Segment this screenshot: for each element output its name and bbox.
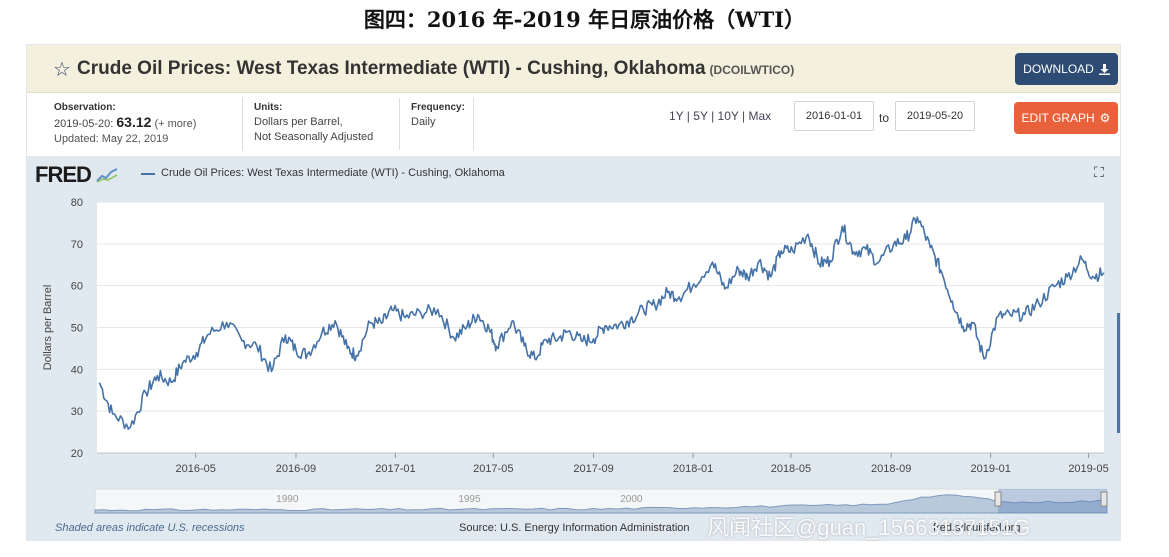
fullscreen-icon[interactable]: ⛶ (1094, 164, 1104, 180)
info-divider (399, 98, 400, 150)
frequency-block: Frequency: Daily (411, 100, 465, 130)
y-tick-label: 20 (71, 448, 83, 460)
units-label: Units: (254, 102, 283, 113)
gear-icon: ⚙ (1099, 111, 1111, 125)
x-tick-label: 2019-01 (970, 463, 1010, 475)
recession-note: Shaded areas indicate U.S. recessions (55, 522, 245, 534)
watermark-text: 风闻社区@guan_15663137151G (707, 515, 1031, 540)
figure-caption: 图四：2016 年-2019 年日原油价格（WTI） (363, 7, 806, 32)
updated-date: Updated: May 22, 2019 (54, 133, 169, 145)
navigator-selection (998, 489, 1107, 513)
x-tick-label: 2017-01 (375, 463, 415, 475)
range-10y[interactable]: 10Y (717, 109, 739, 123)
range-max[interactable]: Max (748, 109, 772, 123)
end-date-input[interactable]: 2019-05-20 (895, 101, 975, 131)
line-chart: 20 30 40 50 60 70 80 2016-05 2016-09 2017-01 2017-… (42, 197, 1120, 514)
chart-area: FRED Crude Oil Prices: West Texas Interm… (27, 156, 1120, 540)
x-tick-label: 2016-05 (175, 463, 215, 475)
x-tick-label: 2019-05 (1068, 463, 1108, 475)
x-tick-label: 2016-09 (276, 463, 316, 475)
frequency-value: Daily (411, 116, 436, 128)
observation-date: 2019-05-20: (54, 118, 114, 130)
source-note: Source: U.S. Energy Information Administ… (459, 522, 690, 534)
frequency-label: Frequency: (411, 102, 465, 113)
download-label: DOWNLOAD (1023, 62, 1094, 76)
scrollbar-thumb (1117, 313, 1120, 433)
observation-value: 63.12 (116, 114, 152, 130)
navigator-handle-left (994, 491, 1002, 507)
y-tick-label: 60 (71, 281, 83, 293)
x-tick-label: 2017-05 (473, 463, 513, 475)
series-code: (DCOILWTICO) (709, 63, 795, 77)
more-link[interactable]: (+ more) (154, 118, 197, 130)
series-title-text: Crude Oil Prices: West Texas Intermediat… (77, 58, 706, 79)
navigator-handle-right (1100, 491, 1108, 507)
units-line-1: Dollars per Barrel, (254, 116, 343, 128)
range-1y[interactable]: 1Y (669, 109, 684, 123)
units-line-2: Not Seasonally Adjusted (254, 131, 374, 143)
navigator-area (94, 494, 1108, 514)
info-divider (242, 98, 243, 150)
site-link[interactable]: fred.stlouisfed.org (933, 522, 1021, 534)
star-icon[interactable]: ☆ (53, 59, 71, 81)
y-tick-label: 70 (71, 239, 83, 251)
range-selector: 1Y | 5Y | 10Y | Max (669, 109, 772, 123)
fred-logo-graph-icon (96, 167, 119, 183)
x-tick-label: 2018-01 (673, 463, 713, 475)
range-5y[interactable]: 5Y (693, 109, 708, 123)
y-axis-label: Dollars per Barrel (42, 285, 54, 371)
navigator-tick-label: 2000 (620, 494, 643, 505)
series-title: Crude Oil Prices: West Texas Intermediat… (77, 58, 794, 80)
edit-graph-label: EDIT GRAPH (1021, 111, 1095, 125)
legend-swatch (141, 173, 155, 175)
legend-label: Crude Oil Prices: West Texas Intermediat… (161, 167, 505, 179)
navigator-tick-label: 1995 (458, 494, 481, 505)
y-tick-label: 80 (71, 197, 83, 209)
start-date-input[interactable]: 2016-01-01 (794, 101, 874, 131)
info-divider (473, 98, 474, 150)
x-tick-label: 2018-09 (871, 463, 911, 475)
edit-graph-button[interactable]: EDIT GRAPH ⚙ (1014, 102, 1118, 134)
observation-label: Observation: (54, 102, 116, 113)
y-tick-label: 50 (71, 323, 83, 335)
fred-panel: ☆ Crude Oil Prices: West Texas Intermedi… (26, 44, 1121, 541)
observation-block: Observation: 2019-05-20: 63.12 (+ more) … (54, 100, 196, 147)
navigator-tick-label: 1990 (276, 494, 299, 505)
series-line (98, 216, 1105, 430)
download-icon (1098, 63, 1110, 75)
download-button[interactable]: DOWNLOAD (1015, 53, 1118, 85)
x-tick-label: 2017-09 (573, 463, 613, 475)
x-tick-label: 2018-05 (771, 463, 811, 475)
y-tick-label: 30 (71, 406, 83, 418)
y-tick-label: 40 (71, 364, 83, 376)
fred-logo-text: FRED (35, 162, 92, 187)
units-block: Units: Dollars per Barrel, Not Seasonall… (254, 100, 373, 145)
series-header: ☆ Crude Oil Prices: West Texas Intermedi… (27, 45, 1120, 93)
to-label: to (879, 111, 890, 125)
fred-logo: FRED (35, 162, 119, 188)
series-info-bar: Observation: 2019-05-20: 63.12 (+ more) … (27, 94, 1120, 156)
